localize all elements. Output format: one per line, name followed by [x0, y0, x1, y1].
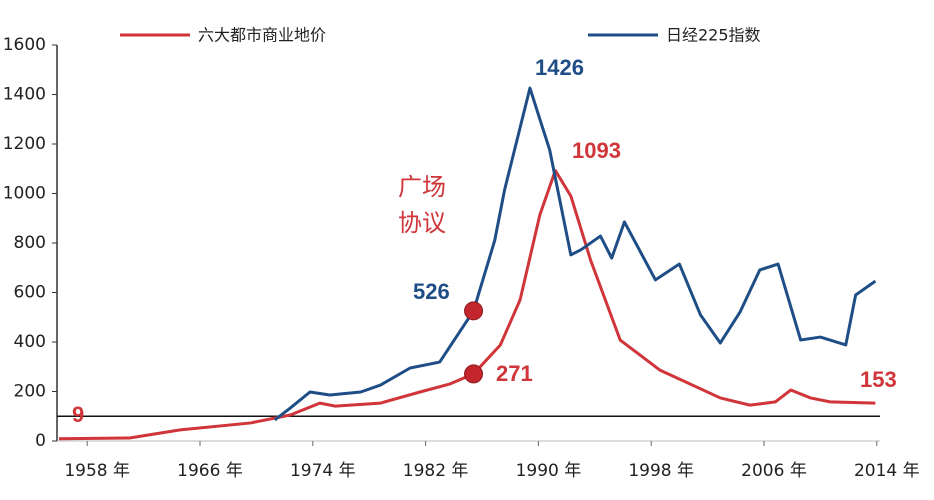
y-tick-label: 400	[14, 332, 46, 352]
y-tick-label: 1000	[3, 184, 46, 204]
x-tick-label: 2014 年	[854, 461, 920, 481]
y-tick-label: 1400	[3, 85, 46, 105]
annotation: 1426	[535, 55, 584, 80]
y-tick-label: 200	[14, 382, 46, 402]
y-tick-label: 1200	[3, 134, 46, 154]
annotation: 协议	[398, 209, 446, 237]
x-tick-label: 1974 年	[290, 461, 356, 481]
y-tick-label: 0	[35, 431, 46, 451]
annotation: 9	[72, 402, 84, 427]
series-line	[273, 86, 877, 422]
x-tick-label: 1982 年	[403, 461, 469, 481]
highlight-dot	[464, 364, 484, 384]
y-tick-label: 600	[14, 283, 46, 303]
legend-label: 六大都市商业地价	[198, 26, 326, 45]
highlight-dot	[464, 301, 484, 321]
annotation: 271	[496, 361, 533, 386]
annotation: 广场	[398, 173, 446, 201]
annotation: 526	[413, 279, 450, 304]
series-line	[58, 168, 876, 441]
y-tick-label: 800	[14, 233, 46, 253]
x-tick-label: 1966 年	[177, 461, 243, 481]
y-tick-label: 1600	[3, 35, 46, 55]
x-tick-label: 1958 年	[64, 461, 130, 481]
x-tick-label: 1998 年	[628, 461, 694, 481]
x-tick-label: 1990 年	[516, 461, 582, 481]
x-tick-label: 2006 年	[741, 461, 807, 481]
annotation: 153	[860, 367, 897, 392]
legend-label: 日经225指数	[666, 26, 761, 45]
annotation: 1093	[572, 138, 621, 163]
